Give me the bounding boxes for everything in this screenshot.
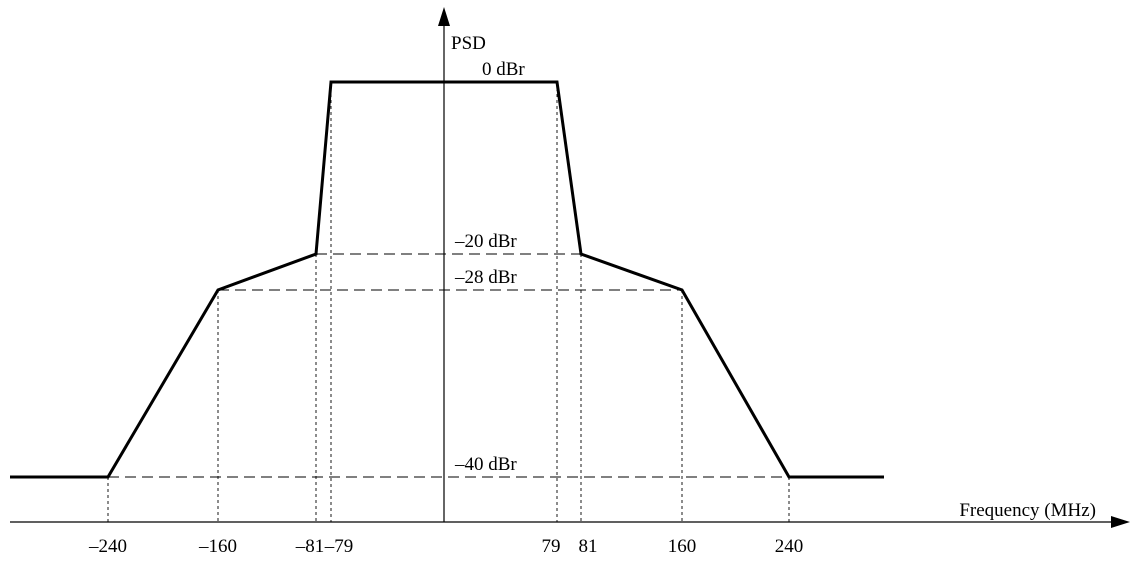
frequency-tick-label: 240 <box>775 536 804 557</box>
frequency-tick-labels: –240 –160 –81 –79 79 81 160 240 <box>88 536 803 557</box>
level-label: 0 dBr <box>482 59 525 80</box>
level-label: –40 dBr <box>454 454 517 475</box>
frequency-tick-label: 160 <box>668 536 697 557</box>
frequency-tick-label: 79 <box>542 536 561 557</box>
dashed-guide-lines <box>107 82 790 522</box>
x-axis-label: Frequency (MHz) <box>959 500 1096 521</box>
level-label: –28 dBr <box>454 267 517 288</box>
y-axis-arrowhead <box>438 7 450 26</box>
level-label: –20 dBr <box>454 231 517 252</box>
frequency-tick-label: 81 <box>579 536 598 557</box>
frequency-tick-label: –81 <box>295 536 325 557</box>
frequency-tick-label: –79 <box>324 536 354 557</box>
frequency-tick-label: –160 <box>198 536 237 557</box>
frequency-tick-label: –240 <box>88 536 127 557</box>
level-labels: 0 dBr –20 dBr –28 dBr –40 dBr <box>454 59 525 475</box>
x-axis-arrowhead <box>1111 516 1130 528</box>
y-axis-label: PSD <box>451 33 486 54</box>
psd-mask-line <box>10 80 884 479</box>
